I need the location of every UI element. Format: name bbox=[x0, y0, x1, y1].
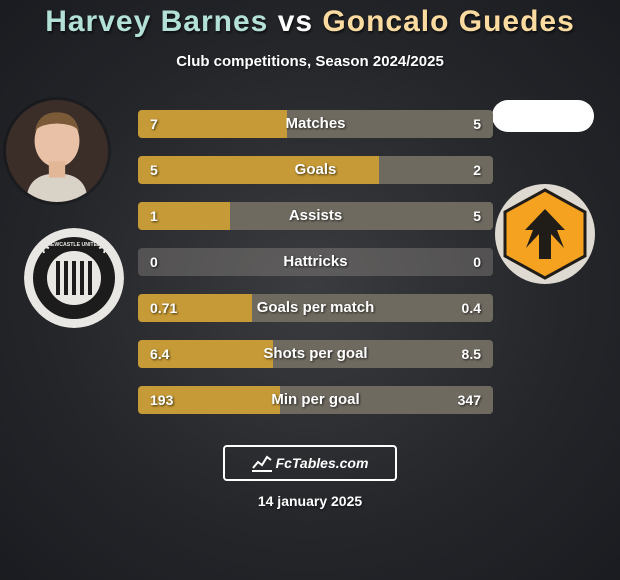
stat-row: 6.48.5Shots per goal bbox=[138, 340, 493, 368]
left-column: NEWCASTLE UNITED bbox=[6, 100, 136, 328]
player1-name: Harvey Barnes bbox=[45, 5, 268, 38]
stat-row: 0.710.4Goals per match bbox=[138, 294, 493, 322]
stat-label: Matches bbox=[138, 110, 493, 138]
stat-row: 52Goals bbox=[138, 156, 493, 184]
stat-row: 15Assists bbox=[138, 202, 493, 230]
stat-label: Goals bbox=[138, 156, 493, 184]
stat-row: 00Hattricks bbox=[138, 248, 493, 276]
brand-text: FcTables.com bbox=[276, 455, 369, 471]
stat-label: Shots per goal bbox=[138, 340, 493, 368]
stat-label: Hattricks bbox=[138, 248, 493, 276]
stat-label: Goals per match bbox=[138, 294, 493, 322]
stat-row: 193347Min per goal bbox=[138, 386, 493, 414]
subtitle: Club competitions, Season 2024/2025 bbox=[0, 53, 620, 70]
player2-club-badge bbox=[495, 184, 595, 284]
svg-text:NEWCASTLE UNITED: NEWCASTLE UNITED bbox=[47, 242, 101, 248]
player1-club-badge: NEWCASTLE UNITED bbox=[24, 228, 124, 328]
right-column bbox=[500, 100, 610, 284]
player1-photo bbox=[6, 100, 108, 202]
comparison-area: NEWCASTLE UNITED 75Matches 52Goals 15Assis… bbox=[0, 110, 620, 430]
brand-logo: FcTables.com bbox=[223, 445, 397, 481]
player2-photo-blank bbox=[492, 100, 594, 132]
stat-bars: 75Matches 52Goals 15Assists 00Hattricks 0.71… bbox=[138, 110, 493, 432]
vs-label: vs bbox=[278, 5, 313, 38]
stat-row: 75Matches bbox=[138, 110, 493, 138]
chart-icon bbox=[252, 454, 272, 472]
stat-label: Assists bbox=[138, 202, 493, 230]
footer-date: 14 january 2025 bbox=[0, 493, 620, 509]
stat-label: Min per goal bbox=[138, 386, 493, 414]
player2-name: Goncalo Guedes bbox=[322, 5, 574, 38]
page-title: Harvey Barnes vs Goncalo Guedes bbox=[0, 5, 620, 39]
